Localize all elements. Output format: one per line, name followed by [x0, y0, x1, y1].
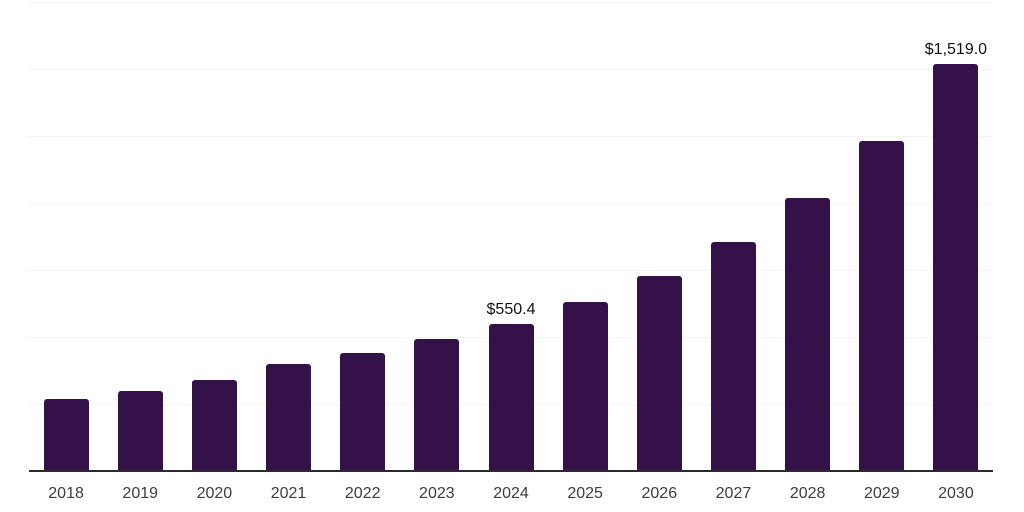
gridline-1250: [29, 136, 993, 137]
x-tick-label-2024: 2024: [493, 485, 529, 502]
data-label-2030: $1,519.0: [924, 40, 988, 58]
bar-2029: [859, 141, 905, 471]
bar-2028: [785, 198, 831, 471]
x-axis-line: [29, 470, 993, 472]
x-tick-label-2022: 2022: [344, 485, 381, 502]
x-tick-label-2028: 2028: [789, 485, 826, 502]
bar-2026: [636, 275, 682, 471]
gridline-1750: [29, 2, 993, 3]
gridline-750: [29, 270, 993, 271]
bar-2030: [933, 63, 979, 471]
x-tick-label-2021: 2021: [270, 485, 307, 502]
x-tick-label-2025: 2025: [567, 485, 603, 502]
x-tick-label-2030: 2030: [938, 485, 974, 502]
bar-2022: [340, 352, 386, 471]
data-label-2024: $550.4: [486, 300, 536, 318]
x-tick-label-2018: 2018: [48, 485, 84, 502]
x-tick-label-2027: 2027: [715, 485, 752, 502]
bar-2025: [562, 301, 608, 471]
bar-2024: [488, 323, 534, 471]
x-tick-label-2019: 2019: [122, 485, 159, 502]
x-tick-label-2020: 2020: [196, 485, 233, 502]
x-tick-label-2023: 2023: [419, 485, 455, 502]
bar-2023: [414, 338, 460, 471]
bar-2021: [266, 363, 312, 471]
bar-2018: [43, 398, 89, 471]
bar-2020: [191, 380, 237, 471]
plot-area: $550.4 $1,519.0: [29, 2, 993, 471]
x-tick-label-2026: 2026: [641, 485, 678, 502]
x-tick-label-2029: 2029: [863, 485, 900, 502]
gridline-1500: [29, 69, 993, 70]
gridline-1000: [29, 203, 993, 204]
bar-2027: [710, 242, 756, 471]
bar-2019: [117, 391, 163, 471]
